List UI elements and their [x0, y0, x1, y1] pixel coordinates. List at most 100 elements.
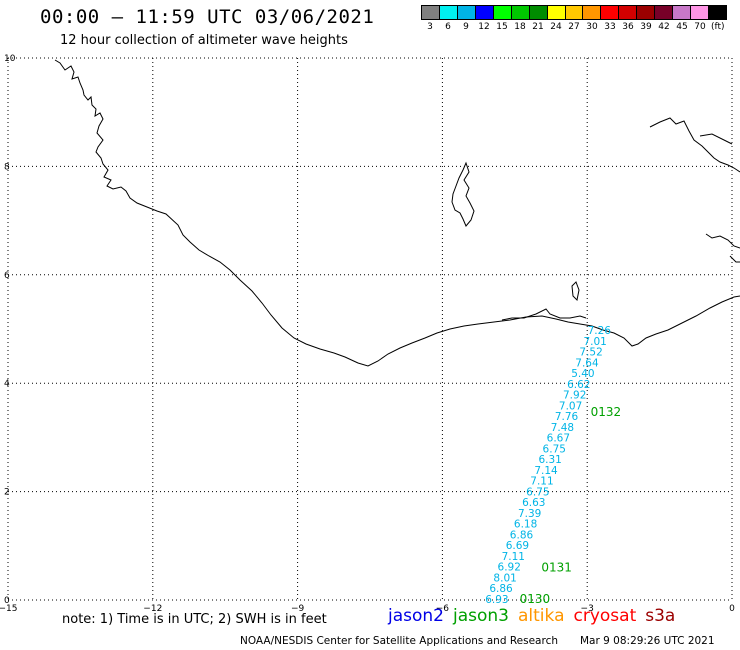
swh-value: 7.07 — [559, 400, 582, 412]
swh-value: 6.63 — [522, 497, 545, 509]
satellite-jason3: jason3 — [453, 606, 509, 626]
swh-value: 7.52 — [579, 347, 602, 359]
swh-value: 7.11 — [502, 551, 525, 563]
lake-kainji-shore — [649, 117, 740, 263]
coastline — [54, 59, 740, 367]
swh-value: 6.75 — [526, 486, 549, 498]
swh-value: 6.93 — [485, 594, 508, 606]
swh-value: 6.69 — [506, 540, 529, 552]
swh-track: 7.267.017.527.645.406.627.927.077.767.48… — [485, 325, 611, 606]
legend-swatch — [565, 6, 584, 19]
legend-bin-label: 45 — [676, 22, 688, 32]
y-tick-label: 0 — [4, 596, 10, 606]
swh-value: 6.92 — [498, 562, 521, 574]
swh-value: 6.18 — [514, 519, 537, 531]
y-tick-label: 4 — [4, 379, 10, 389]
legend-swatch — [511, 6, 530, 19]
satellite-jason2: jason2 — [388, 606, 444, 626]
lake-volta-shore — [451, 161, 475, 227]
satellite-altika: altika — [518, 606, 565, 626]
west-africa-coastline — [54, 59, 740, 367]
legend-swatch — [547, 6, 566, 19]
legend-swatch — [601, 6, 620, 19]
swh-value: 8.01 — [493, 572, 516, 584]
y-tick-label: 10 — [4, 54, 16, 64]
swh-value: 7.64 — [575, 357, 599, 369]
legend-bin-label: 21 — [532, 22, 544, 32]
credit-line: NOAA/NESDIS Center for Satellite Applica… — [240, 635, 715, 647]
x-tick-label: −9 — [291, 604, 305, 614]
legend-swatch — [673, 6, 692, 19]
legend-swatch — [457, 6, 476, 19]
legend-bin-label: 36 — [622, 22, 634, 32]
legend-bin-label: 30 — [586, 22, 598, 32]
legend-swatch — [637, 6, 656, 19]
legend-bin-label: 70 — [694, 22, 706, 32]
credit-org: NOAA/NESDIS Center for Satellite Applica… — [240, 635, 558, 647]
legend-bin-label: 24 — [550, 22, 562, 32]
footnote: note: 1) Time is in UTC; 2) SWH is in fe… — [62, 612, 327, 627]
credit-timestamp: Mar 9 08:29:26 UTC 2021 — [580, 635, 715, 647]
y-tick-label: 2 — [4, 488, 10, 498]
swh-value: 5.40 — [571, 368, 594, 380]
legend-bin-label: 39 — [640, 22, 652, 32]
offshore-coastline-fragment — [501, 308, 587, 321]
pass-time-label: 0131 — [541, 560, 572, 574]
legend-swatch — [709, 6, 726, 19]
swh-value: 7.92 — [563, 390, 586, 402]
x-tick-label: −15 — [0, 604, 18, 614]
legend-swatch — [422, 6, 440, 19]
legend-swatch — [583, 6, 602, 19]
legend-bin-label: 15 — [496, 22, 508, 32]
satellite-legend: jason2 jason3 altika cryosat s3a — [388, 606, 684, 626]
swh-value: 7.39 — [518, 508, 541, 520]
legend-bin-label: 18 — [514, 22, 526, 32]
map-subtitle: 12 hour collection of altimeter wave hei… — [60, 33, 348, 48]
x-tick-label: −6 — [436, 604, 450, 614]
swh-value: 6.31 — [538, 454, 561, 466]
y-tick-label: 6 — [4, 271, 10, 281]
legend-unit: (ft) — [711, 22, 725, 32]
legend-bin-label: 42 — [658, 22, 670, 32]
pass-time-label: 0130 — [520, 592, 551, 606]
swh-value: 6.75 — [543, 443, 566, 455]
legend-swatch — [439, 6, 458, 19]
x-tick-label: −12 — [143, 604, 162, 614]
swh-value: 6.67 — [547, 433, 570, 445]
legend-bin-label: 27 — [568, 22, 580, 32]
pass-time-label: 0132 — [591, 405, 622, 419]
legend-bin-label: 12 — [478, 22, 490, 32]
x-tick-label: 0 — [729, 604, 735, 614]
swh-value: 6.86 — [489, 583, 513, 595]
satellite-s3a: s3a — [645, 606, 676, 626]
swh-value: 7.11 — [530, 476, 553, 488]
x-tick-label: −3 — [581, 604, 594, 614]
color-scale-legend — [421, 5, 727, 20]
legend-bin-label: 9 — [463, 22, 469, 32]
legend-swatch — [493, 6, 512, 19]
delta-outline — [571, 281, 580, 302]
legend-bin-label: 3 — [427, 22, 433, 32]
legend-bin-label: 33 — [604, 22, 616, 32]
color-scale-labels: 3 6 9 12 15 18 21 24 27 30 33 36 39 42 45 70 — [421, 22, 727, 34]
legend-swatch — [691, 6, 709, 19]
axis-labels: −15 −12 −9 −6 −3 0 10 8 6 4 2 0 — [0, 54, 735, 614]
legend-swatch — [655, 6, 674, 19]
swh-value: 6.62 — [567, 379, 590, 391]
swh-value: 7.14 — [534, 465, 558, 477]
y-tick-label: 8 — [4, 162, 10, 172]
swh-value: 6.86 — [510, 529, 534, 541]
map-title: 00:00 – 11:59 UTC 03/06/2021 — [40, 6, 375, 28]
legend-swatch — [619, 6, 638, 19]
pass-time-labels: 0132 0131 0130 — [520, 405, 621, 606]
map-grid — [7, 57, 733, 601]
legend-swatch — [475, 6, 494, 19]
swh-value: 7.76 — [555, 411, 579, 423]
swh-value: 7.26 — [588, 325, 612, 337]
legend-bin-label: 6 — [445, 22, 451, 32]
satellite-cryosat: cryosat — [573, 606, 637, 626]
swh-value: 7.01 — [583, 336, 606, 348]
swh-value: 7.48 — [551, 422, 574, 434]
legend-swatch — [529, 6, 548, 19]
